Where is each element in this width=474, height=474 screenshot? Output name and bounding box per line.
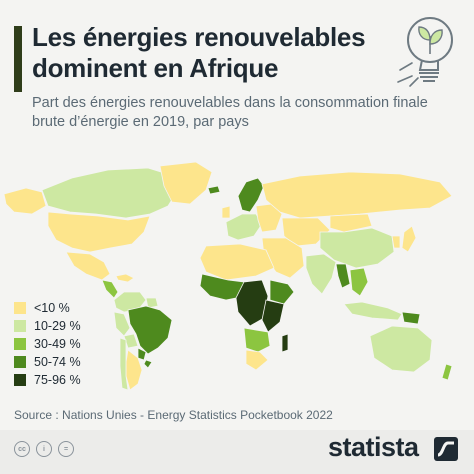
region-china [319,227,395,269]
region-brazil [127,305,173,355]
legend-item: 75-96 % [14,371,81,388]
region-central-africa [235,279,269,327]
region-bolivia [123,333,139,349]
equals-icon[interactable]: = [58,441,74,457]
source-note: Source : Nations Unies - Energy Statisti… [14,408,333,422]
region-uk [221,205,231,219]
region-mexico [65,251,111,281]
region-myanmar [335,263,351,289]
legend-item: <10 % [14,299,81,316]
region-horn-africa [269,279,295,305]
statista-logo[interactable]: statista [328,432,419,462]
region-japan [401,225,417,253]
legend-swatch [14,319,26,332]
legend-swatch [14,355,26,368]
region-australia [369,325,433,373]
region-korea [391,235,401,249]
by-icon[interactable]: i [36,441,52,457]
legend-swatch [14,373,26,386]
region-iceland [207,185,221,195]
region-alaska [3,187,47,215]
legend-swatch [14,337,26,350]
region-scandinavia [237,177,265,213]
legend-swatch [14,301,26,314]
region-paraguay [137,347,147,361]
statista-logo-mark-icon [434,437,458,461]
legend-item: 50-74 % [14,353,81,370]
region-south-africa [245,349,269,371]
legend-item: 10-29 % [14,317,81,334]
region-chile [119,337,129,390]
region-mongolia [329,213,373,233]
region-usa [47,211,151,253]
lightbulb-leaf-icon [397,17,453,87]
title-accent-bar [14,26,22,92]
region-png [401,311,421,325]
world-map [3,161,453,390]
region-guyanas [145,297,159,309]
legend: <10 % 10-29 % 30-49 % 50-74 % 75-96 % [14,299,81,389]
legend-item: 30-49 % [14,335,81,352]
region-north-africa [199,243,275,281]
page-title: Les énergies renouvelables dominent en A… [32,22,366,83]
region-india [305,253,337,295]
legend-label: <10 % [34,300,70,315]
page-subtitle: Part des énergies renouvelables dans la … [32,95,428,130]
region-southeast-asia [349,267,369,297]
legend-label: 75-96 % [34,372,81,387]
region-indonesia [343,301,403,321]
license-icons: cc i = [14,441,80,457]
region-colombia-venezuela [113,291,147,313]
region-canada [41,167,179,219]
region-southern-africa [243,327,271,353]
legend-label: 30-49 % [34,336,81,351]
region-uruguay [143,359,153,369]
cc-icon[interactable]: cc [14,441,30,457]
region-new-zealand [441,363,453,381]
region-central-america [101,279,119,299]
legend-label: 10-29 % [34,318,81,333]
legend-label: 50-74 % [34,354,81,369]
region-caribbean [115,273,135,283]
region-peru [113,311,131,337]
region-western-europe [225,213,263,241]
region-russia [261,171,453,219]
region-east-africa [261,299,285,333]
region-madagascar [281,333,289,353]
region-greenland [159,161,213,205]
region-central-asia [281,217,331,247]
footer-bar [0,430,474,474]
